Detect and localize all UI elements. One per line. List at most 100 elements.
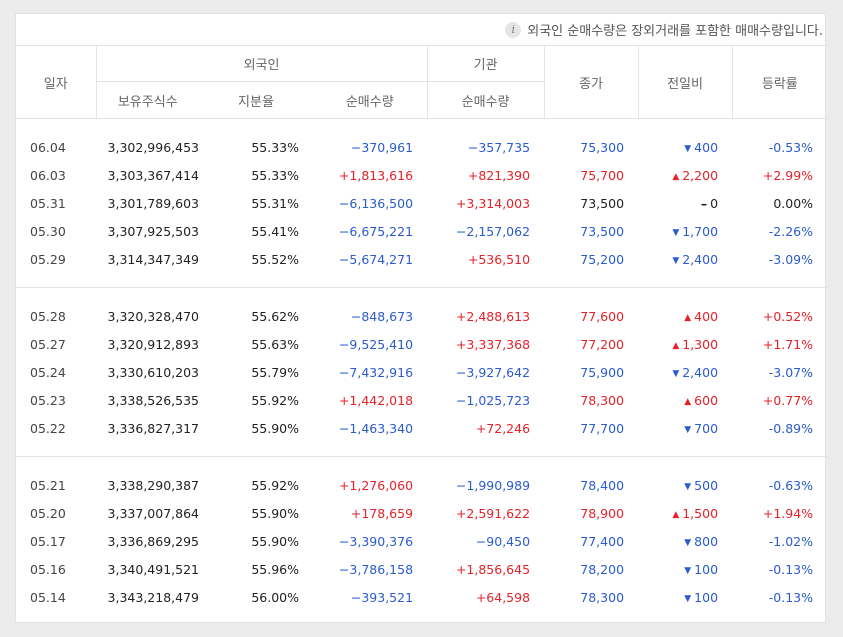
cell-ratio: 55.31% [251,195,299,211]
cell-change: ▲ 400 [638,302,732,330]
group-spacer [16,288,827,302]
cell-date: 06.03 [30,167,66,183]
cell-net-foreign: +1,276,060 [338,477,414,493]
cell-holdings: 3,338,290,387 [107,477,199,493]
cell-close: 78,200 [580,561,625,577]
table-row: 05.28 3,320,328,470 55.62% −848,673 +2,488,6… [16,302,827,330]
table-row: 05.20 3,337,007,864 55.90% +178,659 +2,591,6… [16,499,827,527]
cell-net-institution: −3,927,642 [455,364,531,380]
cell-change: ▼ 100 [638,583,732,611]
cell-ratio: 55.79% [251,364,299,380]
change-value: 0 [710,195,719,211]
group-spacer [16,442,827,457]
cell-rate: +0.52% [762,308,814,324]
header-foreign: 외국인 [96,45,428,82]
cell-rate: -0.89% [768,420,814,436]
cell-close: 77,400 [580,533,625,549]
cell-net-foreign: −1,463,340 [338,420,414,436]
cell-holdings: 3,303,367,414 [107,167,199,183]
table-row: 05.27 3,320,912,893 55.63% −9,525,410 +3,337… [16,330,827,358]
cell-net-institution: −90,450 [475,533,531,549]
cell-date: 05.29 [30,251,66,267]
table-row: 05.30 3,307,925,503 55.41% −6,675,221 −2,157… [16,217,827,245]
cell-net-foreign: −9,525,410 [338,336,414,352]
up-arrow-icon: ▲ [672,171,680,182]
cell-net-institution: +72,246 [475,420,531,436]
cell-date: 05.16 [30,561,66,577]
table-row: 05.24 3,330,610,203 55.79% −7,432,916 −3,927… [16,358,827,386]
table-row: 05.23 3,338,526,535 55.92% +1,442,018 −1,025… [16,386,827,414]
notice-text: 외국인 순매수량은 장외거래를 포함한 매매수량입니다. [527,24,823,39]
cell-net-institution: +3,314,003 [455,195,531,211]
table-row: 06.04 3,302,996,453 55.33% −370,961 −357,735… [16,133,827,161]
cell-rate: +2.99% [762,167,814,183]
cell-net-foreign: −6,675,221 [338,223,414,239]
down-arrow-icon: ▼ [684,565,692,576]
down-arrow-icon: ▼ [672,255,680,266]
group-spacer [16,119,827,134]
header-institution: 기관 [427,45,545,82]
change-value: 400 [694,139,719,155]
info-icon[interactable]: i [505,21,522,38]
cell-net-foreign: +1,813,616 [338,167,414,183]
cell-close: 77,200 [580,336,625,352]
cell-change: ▼ 100 [638,555,732,583]
cell-date: 05.23 [30,392,66,408]
cell-ratio: 55.96% [251,561,299,577]
up-arrow-icon: ▲ [672,509,680,520]
cell-close: 77,700 [580,420,625,436]
cell-close: 78,900 [580,505,625,521]
cell-net-institution: +1,856,645 [455,561,531,577]
cell-ratio: 55.33% [251,167,299,183]
cell-net-institution: +536,510 [467,251,531,267]
table-row: 05.29 3,314,347,349 55.52% −5,674,271 +536,5… [16,245,827,273]
cell-change: –0 [638,189,732,217]
cell-change: ▼ 1,700 [638,217,732,245]
change-value: 100 [694,561,719,577]
cell-holdings: 3,337,007,864 [107,505,199,521]
table-row: 05.14 3,343,218,479 56.00% −393,521 +64,598 7… [16,583,827,611]
cell-net-foreign: +178,659 [350,505,414,521]
cell-change: ▼ 2,400 [638,245,732,273]
table-row: 05.21 3,338,290,387 55.92% +1,276,060 −1,990… [16,471,827,499]
cell-close: 75,300 [580,139,625,155]
table-row: 06.03 3,303,367,414 55.33% +1,813,616 +821,3… [16,161,827,189]
cell-change: ▲ 600 [638,386,732,414]
cell-close: 73,500 [580,223,625,239]
header-holdings: 보유주식수 [96,81,199,119]
cell-net-foreign: −3,786,158 [338,561,414,577]
header-net-foreign: 순매수량 [313,81,428,119]
change-value: 500 [694,477,719,493]
down-arrow-icon: ▼ [672,368,680,379]
cell-holdings: 3,301,789,603 [107,195,199,211]
header-change: 전일비 [638,45,733,119]
cell-ratio: 55.62% [251,308,299,324]
table-row: 05.17 3,336,869,295 55.90% −3,390,376 −90,45… [16,527,827,555]
cell-date: 05.28 [30,308,66,324]
notice-bar: i 외국인 순매수량은 장외거래를 포함한 매매수량입니다. [16,14,825,45]
down-arrow-icon: ▼ [684,537,692,548]
cell-rate: +1.71% [762,336,814,352]
up-arrow-icon: ▲ [684,312,692,323]
cell-holdings: 3,320,328,470 [107,308,199,324]
change-value: 2,200 [682,167,719,183]
header-net-institution: 순매수량 [427,81,545,119]
cell-change: ▼ 800 [638,527,732,555]
cell-date: 05.21 [30,477,66,493]
cell-ratio: 55.92% [251,392,299,408]
flat-dash-icon: – [700,195,708,211]
cell-change: ▼ 400 [638,133,732,161]
cell-ratio: 55.90% [251,505,299,521]
cell-ratio: 55.63% [251,336,299,352]
group-spacer [16,611,827,625]
cell-net-foreign: +1,442,018 [338,392,414,408]
cell-date: 05.24 [30,364,66,380]
change-value: 1,700 [682,223,719,239]
change-value: 100 [694,589,719,605]
cell-date: 05.14 [30,589,66,605]
trading-table: 일자 외국인 기관 종가 전일비 등락률 보유주식수 지분율 순매수량 순매수량… [16,45,828,625]
change-value: 700 [694,420,719,436]
cell-net-institution: +3,337,368 [455,336,531,352]
header-close: 종가 [544,45,639,119]
cell-close: 77,600 [580,308,625,324]
